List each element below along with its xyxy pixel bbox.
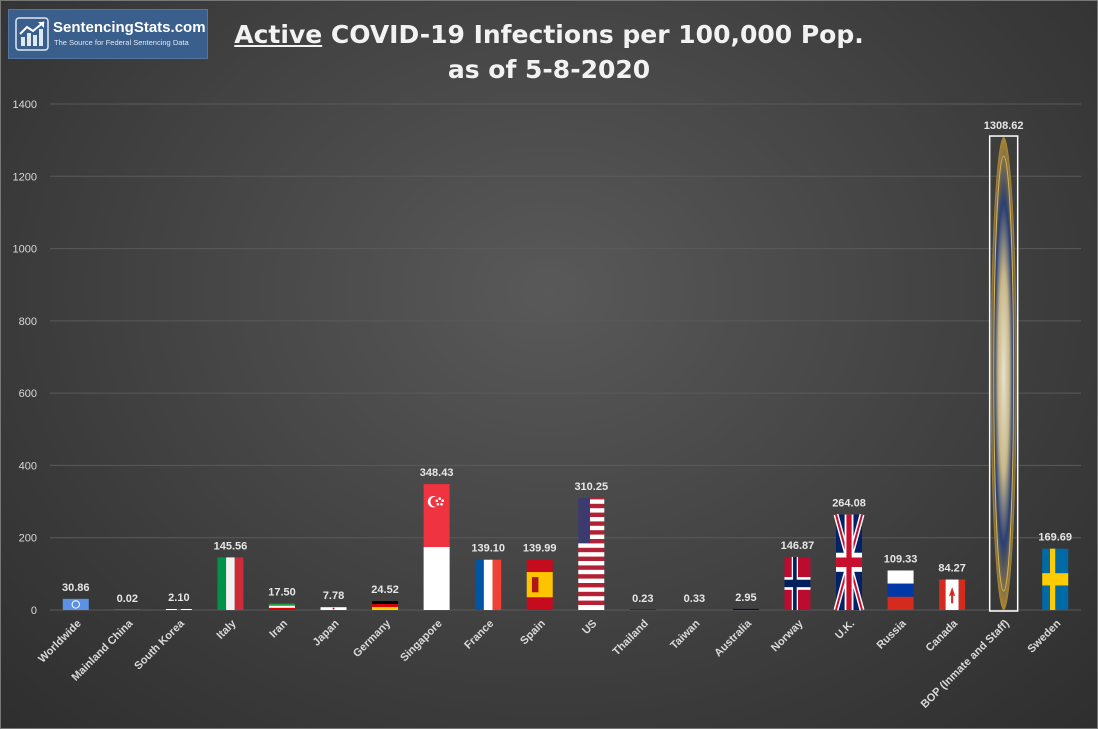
chart-trend-icon [15,17,49,51]
data-labels: 30.86 0.02 2.10 145.56 17.50 7.78 24.52 348.43 1… [62,120,1072,605]
x-tick-label: Iran [267,617,290,640]
data-label: 7.78 [323,590,344,602]
data-label: 139.10 [471,543,505,555]
bar-u-k [833,513,865,611]
data-label: 2.10 [168,592,189,604]
bar-bop-inmate-and-staff [988,135,1019,612]
data-label: 2.95 [735,592,756,604]
data-label: 24.52 [371,584,399,596]
data-label: 0.02 [117,593,138,605]
bar-us [578,497,605,610]
data-label: 0.33 [684,593,705,605]
x-tick-label: Canada [924,617,961,654]
bar-norway [784,556,811,610]
data-label: 310.25 [574,481,608,493]
bars [62,135,1069,612]
y-tick-label: 1400 [13,99,37,111]
bar-france [475,559,502,610]
x-tick-label: Taiwan [668,617,702,651]
bar-iran [268,603,295,610]
data-label: 139.99 [523,542,557,554]
title-line2: as of 5-8-2020 [447,55,651,84]
data-label: 348.43 [420,467,454,479]
title-emphasis: Active [234,20,323,49]
data-label: 169.69 [1038,532,1072,544]
bar-mainland-china [114,609,141,610]
data-label: 109.33 [884,553,918,565]
bar-taiwan [681,609,708,610]
bar-sweden [1042,548,1069,610]
logo-title: SentencingStats.com [53,19,206,36]
x-tick-label: US [580,618,599,637]
x-tick-label: U.K. [833,618,857,642]
title-line1: COVID-19 Infections per 100,000 Pop. [322,20,864,49]
data-label: 146.87 [781,540,815,552]
x-tick-label: Norway [769,617,806,654]
x-tick-label: Sweden [1025,617,1063,655]
y-tick-label: 400 [19,460,37,472]
logo-tagline: The Source for Federal Sentencing Data [54,38,189,47]
x-tick-label: Japan [311,617,342,648]
x-tick-label: Worldwide [36,618,84,666]
sentencingstats-logo[interactable]: SentencingStats.com The Source for Feder… [8,9,208,59]
x-tick-label: France [462,618,496,652]
bar-canada [939,579,966,610]
bar-italy [217,557,244,610]
x-tick-label: Russia [875,617,910,652]
y-axis: 0 200 400 600 800 1000 1200 1400 [13,99,37,617]
x-tick-label: Singapore [398,618,445,665]
data-label: 1308.62 [984,120,1024,132]
data-label: 0.23 [632,593,653,605]
y-tick-label: 1000 [13,244,37,256]
data-label: 84.27 [938,563,966,575]
x-tick-label: Thailand [610,618,650,658]
y-tick-label: 0 [31,605,37,617]
bar-south-korea [165,609,192,610]
bar-singapore [423,484,450,610]
chart-title: Active COVID-19 Infections per 100,000 P… [0,17,1098,87]
y-tick-label: 200 [19,533,37,545]
bar-germany [372,601,399,610]
x-tick-label: Australia [712,617,754,659]
y-tick-label: 1200 [13,171,37,183]
bar-australia [732,608,759,610]
x-tick-label: Italy [214,617,239,642]
gridlines [50,103,1081,611]
x-tick-label: South Korea [132,617,187,672]
bar-spain [526,559,553,610]
y-tick-label: 600 [19,388,37,400]
data-label: 17.50 [268,587,296,599]
y-tick-label: 800 [19,316,37,328]
bar-thailand [629,609,656,610]
data-label: 145.56 [214,540,248,552]
data-label: 30.86 [62,582,90,594]
bar-russia [887,570,914,610]
bar-japan [320,607,347,610]
x-tick-label: Spain [518,617,548,647]
bar-worldwide [62,598,89,610]
data-label: 264.08 [832,498,866,510]
x-tick-label: BOP (Inmate and Staff) [919,617,1012,710]
x-tick-label: Germany [351,617,394,660]
